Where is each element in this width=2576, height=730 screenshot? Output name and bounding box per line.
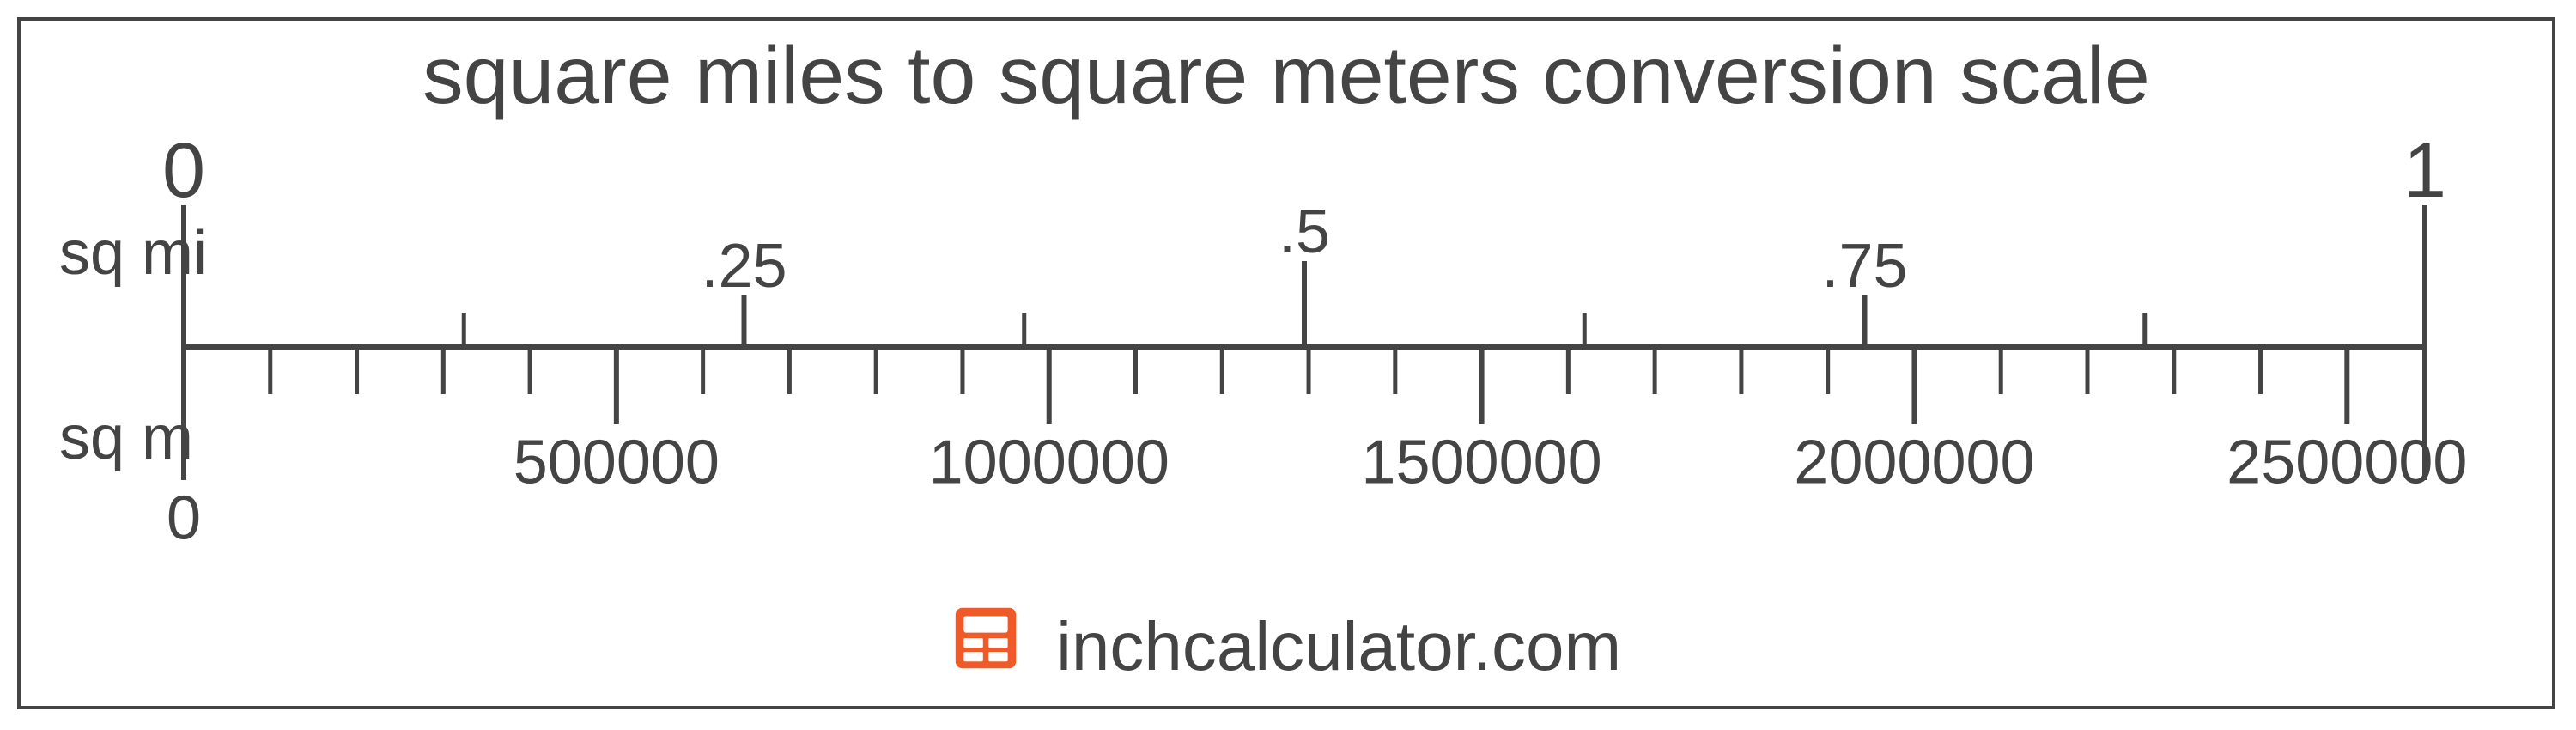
- svg-text:500000: 500000: [513, 428, 720, 496]
- svg-text:.5: .5: [1279, 198, 1330, 266]
- svg-text:0: 0: [167, 484, 201, 552]
- svg-text:2500000: 2500000: [2227, 428, 2467, 496]
- brand-footer: inchcalculator.com: [21, 602, 2552, 689]
- brand-text: inchcalculator.com: [1056, 608, 1621, 684]
- svg-text:.75: .75: [1821, 232, 1907, 301]
- svg-text:2000000: 2000000: [1794, 428, 2034, 496]
- unit-bottom-label: sq m: [59, 404, 193, 472]
- svg-text:.25: .25: [701, 232, 787, 301]
- svg-text:1: 1: [2403, 128, 2446, 214]
- diagram-frame: square miles to square meters conversion…: [17, 17, 2555, 709]
- svg-text:1500000: 1500000: [1361, 428, 1601, 496]
- calculator-icon: [951, 604, 1020, 689]
- svg-text:0: 0: [162, 128, 205, 214]
- svg-text:1000000: 1000000: [929, 428, 1170, 496]
